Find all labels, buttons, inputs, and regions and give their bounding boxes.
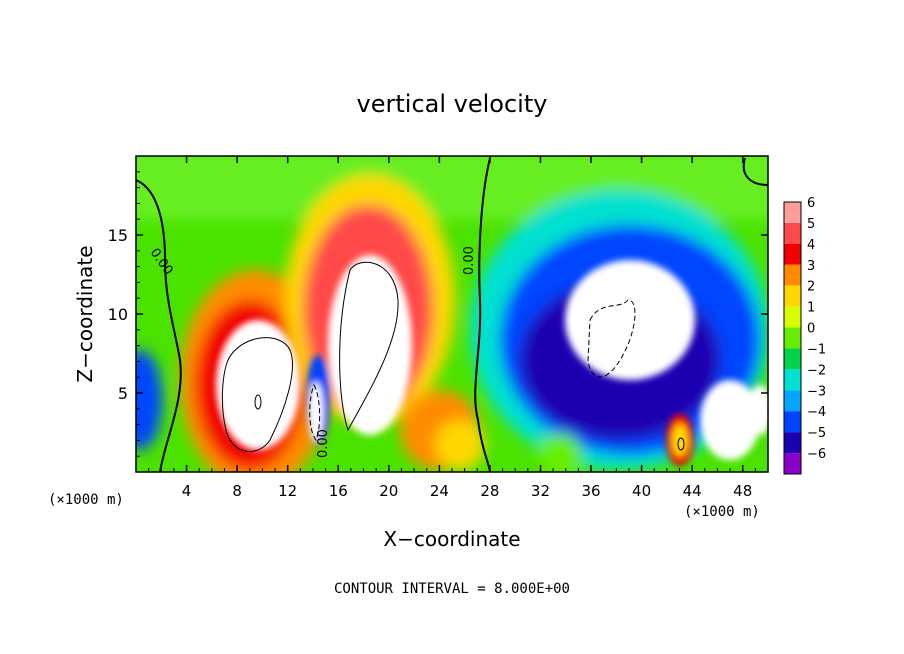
colorbar-label: −1 — [807, 342, 826, 357]
zero-contour-left — [136, 179, 182, 472]
colorbar-swatch — [784, 222, 801, 244]
x-unit-left: (×1000 m) — [48, 492, 124, 508]
x-tick-label: 12 — [278, 482, 297, 500]
contour-interval: CONTOUR INTERVAL = 8.000E+00 — [334, 581, 570, 597]
field-cores — [216, 255, 768, 466]
x-tick-label: 44 — [683, 482, 702, 500]
colorbar-swatch — [784, 243, 801, 265]
colorbar-swatch — [784, 432, 801, 454]
colorbar-frame — [783, 201, 802, 475]
contour-labels: 0.00 0.00 0.00 — [147, 246, 477, 458]
colorbar-label: 6 — [807, 196, 815, 211]
colorbar: 6 5 4 3 2 1 0 −1 −2 −3 −4 −5 −6 — [783, 196, 826, 475]
contour-small-core — [254, 394, 262, 410]
zero-contour-right — [742, 157, 768, 186]
contour-downdraft-dashed — [309, 383, 321, 441]
x-tick-label: 16 — [329, 482, 348, 500]
zero-contour-mid — [474, 157, 491, 472]
colorbar-swatch — [784, 306, 801, 328]
colorbar-label: 2 — [807, 280, 815, 295]
x-tick-label: 36 — [581, 482, 600, 500]
colorbar-swatch — [784, 285, 801, 307]
contour-left-core — [221, 337, 293, 452]
colorbar-label: 5 — [807, 217, 815, 232]
x-tick-label: 28 — [480, 482, 499, 500]
colorbar-label: −2 — [807, 363, 826, 378]
contour-lines — [136, 157, 768, 472]
chart-title: vertical velocity — [357, 90, 548, 118]
x-tick-label: 24 — [430, 482, 449, 500]
y-tick-label: 10 — [108, 305, 128, 324]
colorbar-swatch — [784, 327, 801, 349]
y-axis-label: Z−coordinate — [73, 245, 97, 382]
colorbar-swatch — [784, 348, 801, 370]
x-tick-label: 32 — [531, 482, 550, 500]
colorbar-label: 3 — [807, 259, 815, 274]
colorbar-label: −6 — [807, 447, 826, 462]
x-axis-label: X−coordinate — [383, 527, 520, 551]
y-tick-label: 5 — [118, 384, 128, 403]
x-tick-label: 4 — [182, 482, 192, 500]
y-axis-ticks: 5 10 15 — [108, 171, 768, 457]
contour-label-3: 0.00 — [316, 429, 331, 458]
x-tick-label: 40 — [632, 482, 651, 500]
x-axis-ticks: 4 8 12 16 20 24 28 32 36 40 44 48 — [148, 156, 756, 500]
x-unit-right: (×1000 m) — [684, 504, 760, 520]
colorbar-swatch — [784, 453, 801, 474]
contour-label-2: 0.00 — [462, 246, 477, 275]
colorbar-label: −4 — [807, 405, 826, 420]
colorbar-swatch — [784, 202, 801, 223]
colorbar-label: −3 — [807, 384, 826, 399]
contour-center-core — [339, 261, 399, 432]
x-tick-label: 8 — [232, 482, 242, 500]
x-tick-label: 20 — [379, 482, 398, 500]
colorbar-label: −5 — [807, 426, 826, 441]
colorbar-label: 1 — [807, 301, 815, 316]
colorbar-swatch — [784, 390, 801, 412]
colorbar-label: 4 — [807, 238, 815, 253]
colorbar-swatch — [784, 369, 801, 391]
colorbar-swatch — [784, 411, 801, 433]
colorbar-label: 0 — [807, 322, 815, 337]
x-tick-label: 48 — [733, 482, 752, 500]
contour-right-dashed — [587, 299, 636, 378]
y-tick-label: 15 — [108, 226, 128, 245]
colorbar-swatch — [784, 264, 801, 286]
plot-area — [136, 156, 768, 472]
contour-low-core — [677, 437, 685, 451]
